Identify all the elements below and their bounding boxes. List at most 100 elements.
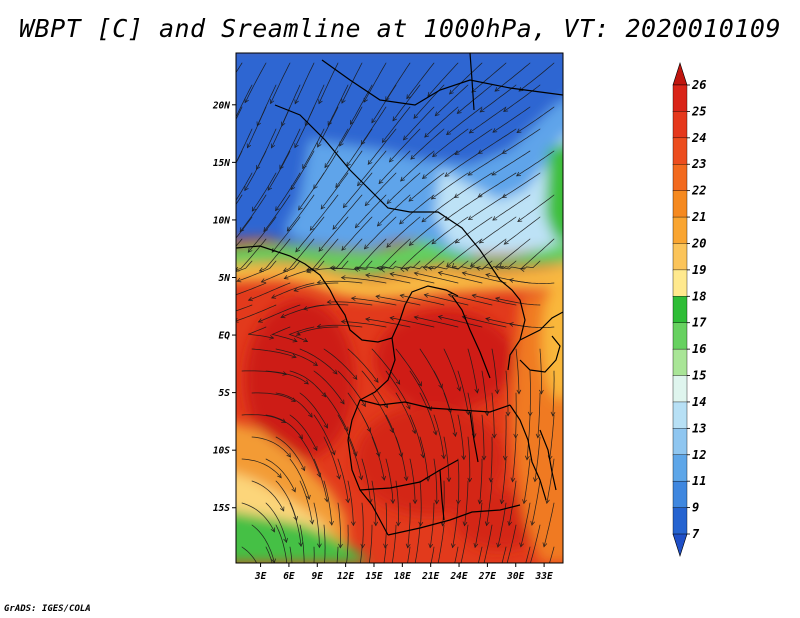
streamline: [424, 106, 459, 138]
streamline-arrow: [291, 353, 297, 359]
streamline: [424, 294, 469, 306]
streamline-arrow: [491, 171, 497, 176]
streamline-arrow: [542, 542, 548, 548]
streamline-arrow: [492, 216, 498, 221]
streamline-arrow: [500, 565, 504, 569]
streamline-arrow: [475, 266, 481, 271]
streamline: [504, 414, 507, 461]
streamline-arrow: [320, 204, 326, 210]
streamline: [395, 348, 422, 387]
colorbar-label: 11: [692, 474, 706, 488]
streamline-arrow: [236, 166, 237, 168]
streamline-arrow: [444, 172, 450, 177]
streamline: [462, 272, 507, 284]
streamline-arrow: [478, 238, 484, 244]
streamline: [236, 128, 253, 164]
streamline: [241, 414, 286, 423]
streamline: [549, 546, 555, 563]
streamline-arrow: [441, 454, 446, 460]
streamline: [244, 150, 267, 191]
streamline-arrow: [293, 287, 299, 292]
streamline-arrow: [428, 543, 433, 549]
colorbar-label: 7: [692, 527, 700, 541]
streamline: [371, 348, 401, 385]
streamline-arrow: [291, 487, 296, 493]
streamline: [421, 194, 459, 223]
streamline: [236, 238, 267, 271]
streamline: [323, 348, 358, 380]
y-tick-label: 10N: [213, 215, 230, 226]
colorbar: 26 25 24 23 22 21 20 19 18 17 16 15 14 13 12 11 9 7: [672, 62, 707, 557]
streamline: [236, 304, 277, 322]
streamline: [505, 370, 509, 417]
streamline: [236, 106, 243, 121]
streamline: [419, 392, 437, 436]
streamline: [331, 260, 373, 270]
streamline-arrow: [468, 128, 474, 134]
streamline: [419, 480, 422, 527]
streamline-arrow: [389, 316, 395, 321]
streamline-arrow: [247, 296, 253, 302]
streamline-arrow: [523, 565, 527, 569]
streamline-arrow: [230, 78, 233, 82]
streamline-arrow: [508, 278, 514, 283]
streamline: [407, 502, 411, 549]
streamline-arrow: [390, 566, 394, 570]
colorbar-label: 22: [691, 184, 706, 198]
streamline: [354, 238, 387, 270]
streamline-arrow: [465, 410, 471, 416]
x-tick-label: 3E: [254, 571, 267, 582]
footer-credit: GrADS: IGES/COLA: [4, 604, 91, 614]
chart-title: WBPT [C] and Sreamline at 1000hPa, VT: 2…: [18, 14, 781, 43]
streamline-arrow: [522, 499, 527, 505]
streamline: [364, 172, 397, 206]
streamline: [499, 260, 541, 270]
streamline: [549, 414, 555, 460]
colorbar-label: 17: [692, 316, 707, 330]
streamline: [247, 106, 267, 149]
streamline: [289, 502, 302, 547]
streamline-arrow: [342, 203, 348, 209]
streamline-arrow: [230, 210, 234, 214]
streamline: [515, 348, 520, 395]
streamline-arrow: [413, 271, 419, 276]
streamline-arrow: [302, 306, 308, 311]
streamline: [491, 392, 495, 439]
streamline-arrow: [424, 132, 430, 138]
streamline: [341, 216, 373, 251]
streamline: [236, 260, 277, 282]
streamline: [409, 458, 416, 504]
streamline-arrow: [283, 275, 289, 280]
streamline: [251, 172, 277, 212]
streamline-arrow: [365, 273, 371, 278]
colorbar-label: 9: [692, 501, 699, 515]
colorbar-label: 24: [691, 131, 706, 145]
streamline-arrow: [244, 98, 249, 104]
streamline-arrow: [286, 452, 291, 458]
streamline: [288, 326, 315, 342]
colorbar-label: 12: [692, 448, 706, 462]
streamline-arrow: [399, 293, 405, 299]
field-core-1: [245, 300, 355, 460]
streamline: [265, 502, 287, 543]
streamline: [313, 502, 320, 548]
streamline: [518, 62, 555, 92]
streamline-arrow: [517, 217, 523, 223]
streamline: [275, 172, 301, 211]
streamline-arrow: [423, 293, 429, 298]
streamline: [289, 370, 326, 398]
streamline: [460, 524, 469, 563]
streamline: [306, 238, 339, 271]
country-borders: [236, 53, 563, 536]
streamline-arrow: [331, 450, 336, 456]
streamline: [467, 150, 507, 176]
streamline: [263, 194, 291, 232]
streamline-arrow: [308, 412, 313, 418]
x-tick-label: 27E: [478, 571, 496, 582]
streamline: [537, 392, 541, 439]
streamline-arrow: [451, 263, 457, 268]
streamline-arrow: [545, 499, 550, 504]
streamline: [367, 128, 397, 165]
streamline: [347, 480, 354, 526]
streamline-arrow: [481, 455, 487, 461]
